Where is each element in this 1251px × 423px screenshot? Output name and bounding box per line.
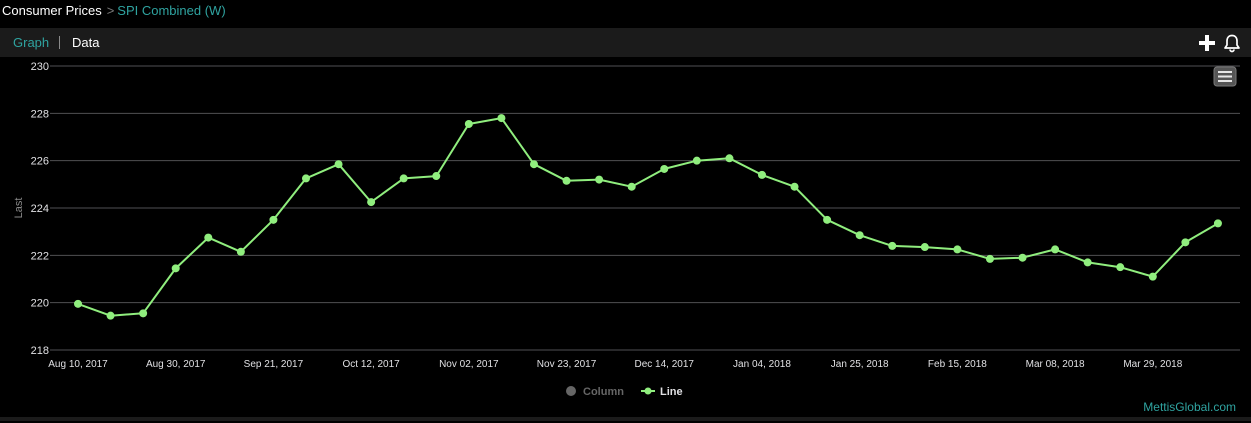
data-point[interactable] [823,215,832,224]
breadcrumb: Consumer Prices > SPI Combined (W) [2,3,226,21]
breadcrumb-separator: > [106,3,115,18]
data-point[interactable] [529,160,538,169]
data-point[interactable] [1116,263,1125,272]
plus-icon [1199,35,1215,51]
data-point[interactable] [953,245,962,254]
data-point[interactable] [1018,253,1027,262]
alert-button[interactable] [1222,33,1242,53]
data-point[interactable] [1213,219,1222,228]
data-point[interactable] [725,154,734,163]
data-point[interactable] [595,175,604,184]
tab-divider [59,36,60,49]
chart-menu-button[interactable] [1213,66,1237,87]
chart-area: 218 220 222 224 226 228 230 Aug 10, 2017 Aug 30… [0,57,1251,418]
data-point[interactable] [1181,238,1190,247]
data-point[interactable] [790,182,799,191]
data-point[interactable] [464,119,473,128]
x-tick-label: Mar 08, 2018 [1026,359,1085,370]
x-tick-label: Dec 14, 2017 [635,359,695,370]
data-point[interactable] [660,164,669,173]
data-point[interactable] [334,160,343,169]
data-point[interactable] [1148,272,1157,281]
data-point[interactable] [985,254,994,263]
x-tick-label: Oct 12, 2017 [342,359,400,370]
data-point[interactable] [269,215,278,224]
x-tick-label: Feb 15, 2018 [928,359,987,370]
y-axis-tick-labels: 218 220 222 224 226 228 230 [31,61,49,357]
x-tick-label: Jan 04, 2018 [733,359,791,370]
data-point[interactable] [855,231,864,240]
series-line [77,117,1219,317]
x-tick-label: Mar 29, 2018 [1123,359,1182,370]
breadcrumb-current: SPI Combined (W) [117,3,226,18]
x-tick-label: Sep 21, 2017 [244,359,304,370]
data-point[interactable] [301,174,310,183]
view-tab-bar: Graph Data [0,28,1251,57]
legend-line-label: Line [660,386,683,398]
y-tick-label: 220 [31,298,49,310]
y-tick-label: 228 [31,108,49,120]
legend-item-column[interactable]: Column [566,386,624,398]
y-tick-label: 224 [31,203,49,215]
x-tick-label: Jan 25, 2018 [831,359,889,370]
data-point[interactable] [888,241,897,250]
data-point[interactable] [432,172,441,181]
legend-column-label: Column [583,386,624,398]
credits-link[interactable]: MettisGlobal.com [1143,400,1236,414]
data-point[interactable] [1083,258,1092,267]
data-point[interactable] [399,174,408,183]
legend-item-line[interactable]: Line [641,386,683,398]
data-point[interactable] [204,233,213,242]
y-tick-label: 230 [31,61,49,73]
data-point[interactable] [1051,245,1060,254]
bell-icon [1224,34,1240,53]
grid-lines [50,65,1240,351]
data-point[interactable] [562,176,571,185]
data-point[interactable] [236,247,245,256]
y-tick-label: 218 [31,345,49,357]
x-tick-label: Aug 30, 2017 [146,359,206,370]
data-point[interactable] [692,156,701,165]
legend-column-marker [566,386,576,396]
y-tick-label: 222 [31,250,49,262]
data-point[interactable] [106,311,115,320]
data-point[interactable] [627,182,636,191]
legend: Column Line [566,386,683,398]
x-tick-label: Nov 23, 2017 [537,359,597,370]
x-axis-tick-labels: Aug 10, 2017 Aug 30, 2017 Sep 21, 2017 Oct … [48,359,1182,370]
data-point[interactable] [757,170,766,179]
data-point[interactable] [139,309,148,318]
data-point[interactable] [171,264,180,273]
breadcrumb-root[interactable]: Consumer Prices [2,3,102,18]
x-tick-label: Aug 10, 2017 [48,359,108,370]
hamburger-menu-icon [1218,71,1232,82]
data-point[interactable] [367,198,376,207]
x-tick-label: Nov 02, 2017 [439,359,499,370]
data-point[interactable] [74,299,82,308]
y-axis-title: Last [13,198,25,219]
y-tick-label: 226 [31,156,49,168]
add-button[interactable] [1197,33,1217,53]
data-point[interactable] [497,114,506,123]
tab-data[interactable]: Data [72,35,100,50]
data-point[interactable] [920,243,929,252]
series-points [74,114,1222,320]
price-line-chart: 218 220 222 224 226 228 230 Aug 10, 2017 Aug 30… [13,61,1240,414]
bottom-border [0,417,1251,421]
tab-graph[interactable]: Graph [13,35,50,50]
legend-line-marker [644,387,652,395]
